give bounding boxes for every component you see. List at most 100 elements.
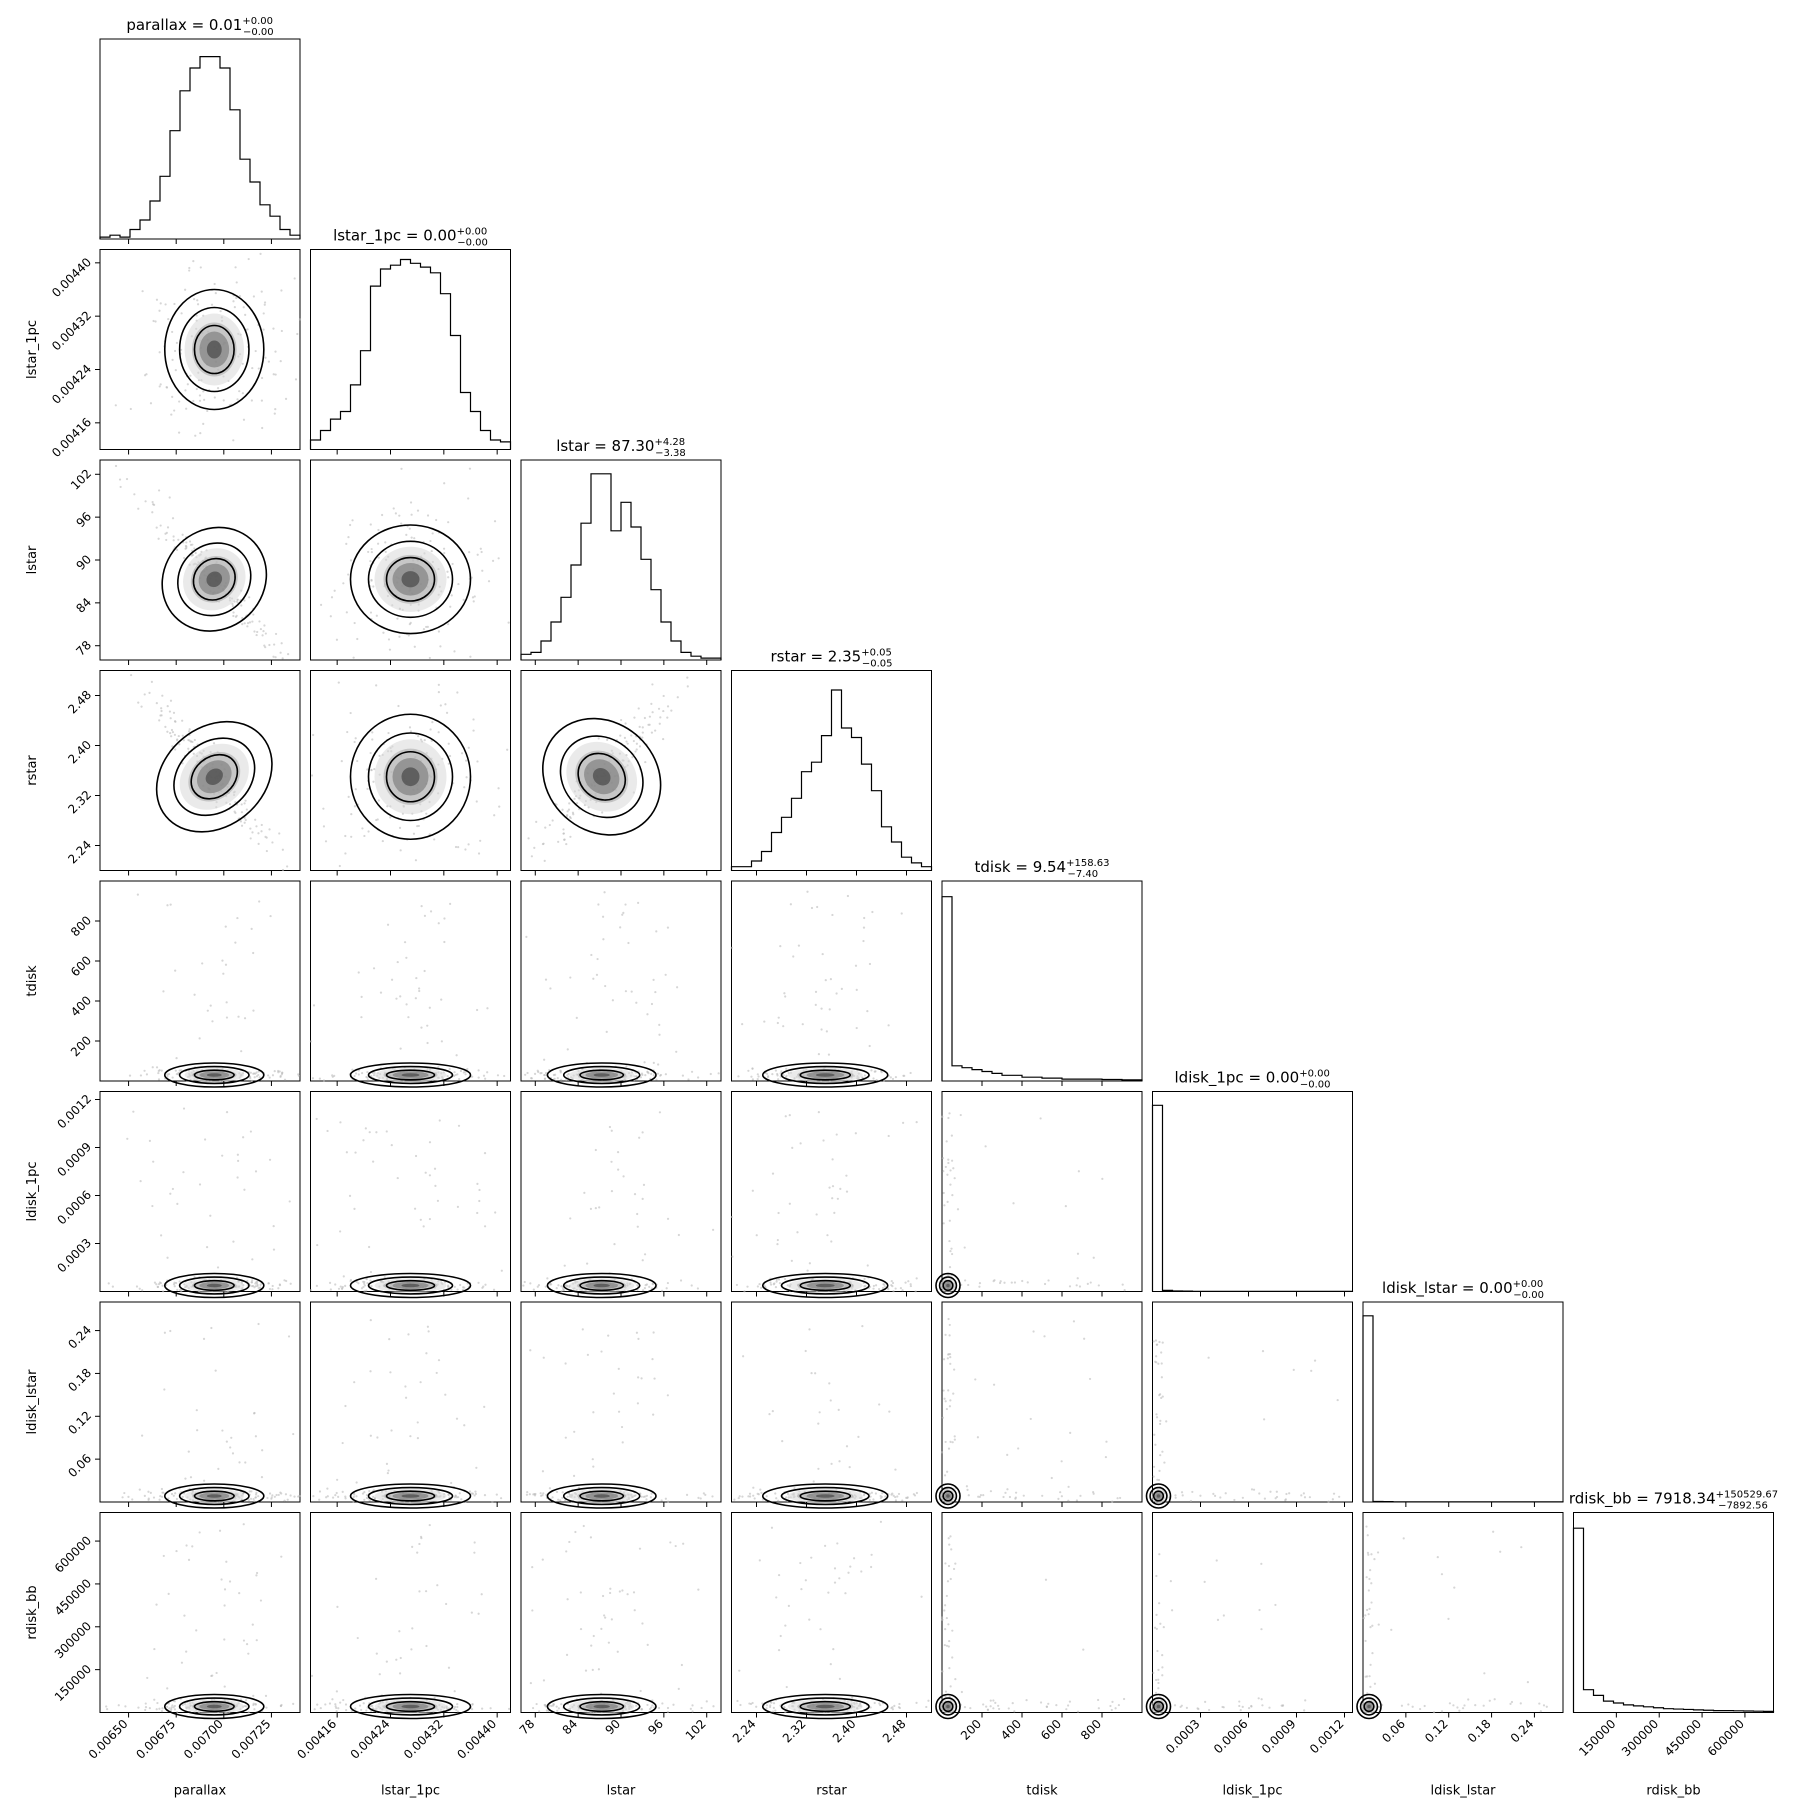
sample-point [272,655,275,658]
sample-point [350,835,353,838]
sample-point [1021,1279,1024,1283]
sample-point [118,478,122,481]
sample-point [372,780,375,783]
sample-point [943,1609,946,1612]
sample-point [878,1403,881,1406]
contour-line [367,1276,454,1295]
sample-point [453,1071,456,1074]
sample-point [817,1467,820,1470]
sample-point [271,841,274,844]
sample-point [555,1490,559,1494]
density-level [1156,1494,1161,1498]
sample-point [1196,1707,1199,1710]
sample-point [1160,1362,1163,1365]
sample-point [978,1495,981,1499]
sample-point [751,1189,754,1192]
sample-point [641,1197,644,1200]
sample-point [171,517,175,520]
sample-point [941,1115,944,1118]
sample-point [184,544,187,548]
sample-point [951,1656,954,1659]
sample-point [862,939,865,943]
sample-point [456,1288,459,1291]
sample-point [136,893,139,896]
sample-point [733,1498,736,1501]
sample-point [164,303,167,306]
sample-point [114,464,118,468]
sample-point [353,621,356,625]
sample-point [345,1708,348,1712]
sample-point [848,1466,851,1469]
sample-point [253,1708,256,1711]
sample-point [944,1333,947,1336]
sample-point [437,683,440,686]
sample-point [348,1194,352,1197]
sample-point [336,1478,339,1481]
sample-point [527,837,530,840]
sample-point [877,1287,881,1291]
sample-point [1025,1699,1028,1702]
sample-point [174,969,177,972]
sample-point [541,1558,544,1561]
sample-point [483,1225,487,1228]
sample-point [826,1234,829,1237]
density-level [946,1494,950,1498]
sample-point [1165,1420,1168,1423]
sample-point [879,1520,883,1523]
sample-point [870,1553,873,1556]
sample-point [352,656,355,659]
sample-point [373,1497,377,1500]
sample-point [573,1430,576,1433]
sample-point [1281,1704,1285,1707]
density-level [206,1283,222,1288]
sample-point [892,1290,895,1293]
sample-point [417,824,420,828]
y-tick-label: 0.00440 [49,255,94,300]
sample-point [157,537,160,540]
sample-point [1250,1704,1253,1708]
sample-point [236,398,239,401]
sample-point [337,681,340,684]
x-axis-label-parallax: parallax [174,1784,227,1799]
sample-point [1453,1586,1456,1589]
sample-point [173,1704,176,1708]
contour-line [367,1486,454,1506]
sample-point [872,1498,875,1501]
sample-point [150,680,154,683]
sample-point [787,1604,790,1607]
sample-point [489,1707,492,1710]
sample-point [241,362,244,365]
sample-point [1199,1494,1202,1497]
sample-point [416,1421,419,1424]
sample-point [456,1710,460,1713]
sample-point [846,894,850,898]
sample-point [624,990,628,993]
sample-point [286,865,289,868]
density-level [206,1704,222,1709]
sample-point [738,1669,741,1672]
sample-point [192,752,195,755]
sample-point [569,976,572,979]
sample-point [564,1362,567,1365]
sample-point [350,813,353,816]
sample-point [1152,1465,1156,1468]
sample-point [680,1663,683,1667]
sample-point [369,751,372,755]
sample-point [777,1211,780,1215]
sample-point [261,426,264,430]
contour-line [178,1276,250,1295]
sample-point [941,1157,945,1160]
sample-point [464,1073,467,1076]
sample-point [366,787,369,790]
sample-point [339,1121,342,1124]
y-tick-label: 0.00432 [49,308,94,353]
sample-point [1304,1699,1307,1702]
sample-point [1088,1377,1092,1381]
sample-point [640,1377,643,1380]
sample-point [244,313,247,316]
title-tdisk: tdisk = 9.54+158.63 −7.40 [975,858,1110,880]
sample-point [594,1206,597,1210]
sample-point [824,979,827,982]
sample-point [271,1494,274,1497]
sample-point [398,514,401,517]
